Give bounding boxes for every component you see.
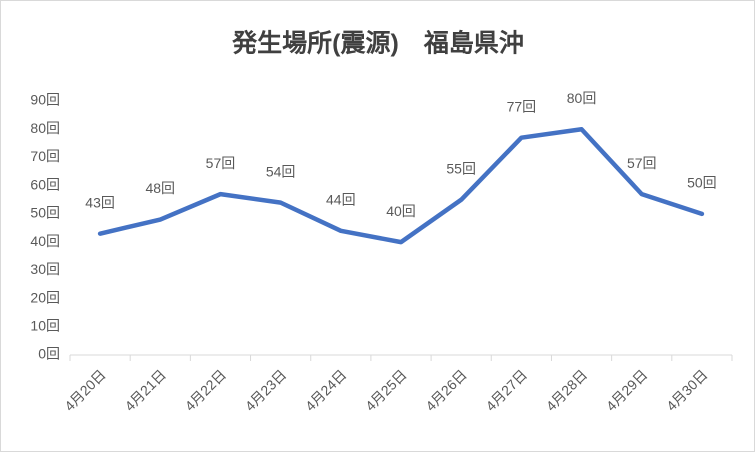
data-label: 57回 [206,155,236,171]
data-label: 44回 [326,192,356,208]
y-tick-label: 80回 [30,120,60,136]
y-tick-label: 90回 [30,92,60,108]
data-label: 55回 [446,160,476,176]
y-tick-label: 40回 [30,233,60,249]
data-label: 40回 [386,203,416,219]
data-label: 57回 [627,155,657,171]
chart-title: 発生場所(震源) 福島県沖 [231,29,524,58]
y-tick-label: 30回 [30,261,60,277]
y-tick-label: 20回 [30,289,60,305]
data-label: 50回 [687,175,717,191]
y-tick-label: 50回 [30,205,60,221]
data-label: 48回 [145,180,175,196]
data-label: 77回 [507,98,537,114]
y-tick-label: 60回 [30,176,60,192]
data-label: 80回 [567,90,597,106]
y-tick-label: 70回 [30,148,60,164]
data-line [97,126,705,245]
data-label: 54回 [266,163,296,179]
y-tick-label: 0回 [38,346,60,362]
y-tick-label: 10回 [30,317,60,333]
data-label: 43回 [85,194,115,210]
